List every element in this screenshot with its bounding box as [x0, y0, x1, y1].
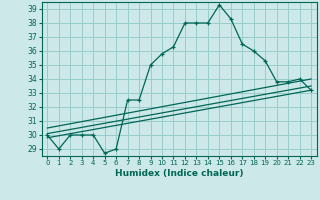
- X-axis label: Humidex (Indice chaleur): Humidex (Indice chaleur): [115, 169, 244, 178]
